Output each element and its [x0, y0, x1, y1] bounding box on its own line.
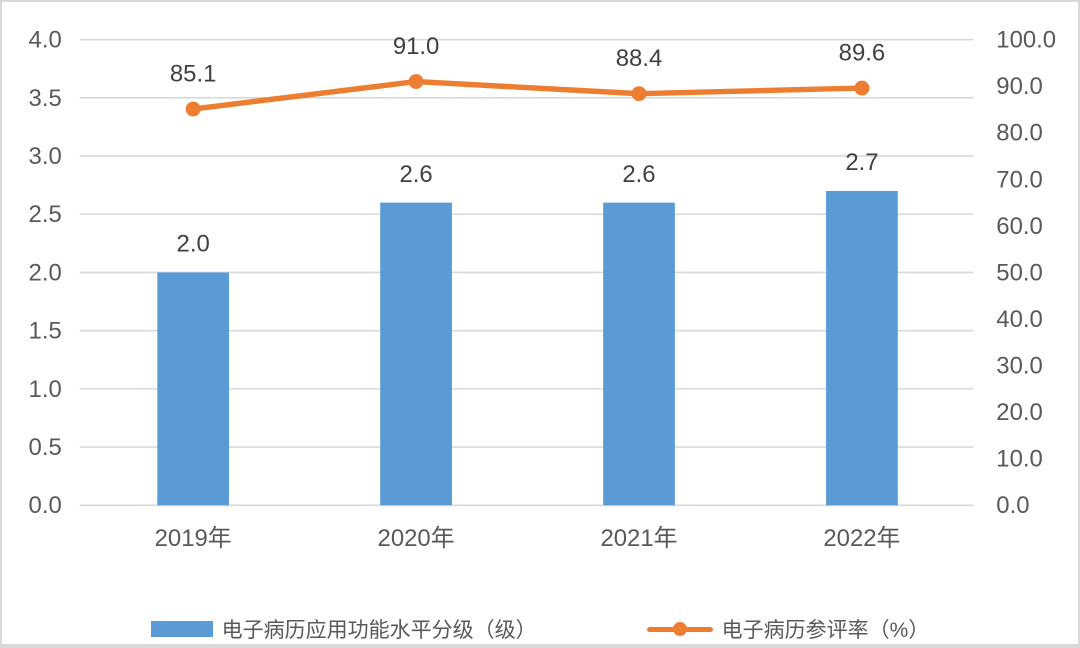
point-value-label: 91.0	[393, 33, 440, 60]
bar-value-label: 2.0	[177, 231, 210, 258]
left-axis-tick: 2.5	[29, 201, 62, 228]
right-axis-tick: 90.0	[996, 73, 1043, 100]
right-axis-tick: 70.0	[996, 166, 1043, 193]
legend-item-line-series: 电子病历参评率（%）	[646, 614, 930, 644]
left-axis-tick: 2.0	[29, 259, 62, 286]
left-axis-tick: 3.0	[29, 143, 62, 170]
left-axis-tick: 0.0	[29, 492, 62, 519]
right-axis-tick: 100.0	[996, 27, 1056, 54]
right-axis-tick: 50.0	[996, 259, 1043, 286]
right-axis-tick: 80.0	[996, 120, 1043, 147]
bar-value-label: 2.6	[622, 161, 655, 188]
bar	[157, 272, 230, 506]
x-axis-category-label: 2022年	[823, 525, 900, 552]
bar-value-label: 2.7	[845, 149, 878, 176]
data-point-marker	[185, 101, 201, 117]
bar-value-label: 2.6	[399, 161, 432, 188]
bar-series-swatch-icon	[150, 621, 213, 637]
right-axis-tick: 0.0	[996, 492, 1029, 519]
right-axis-tick: 30.0	[996, 353, 1043, 380]
chart-legend: 电子病历应用功能水平分级（级） 电子病历参评率（%）	[2, 614, 1078, 644]
x-axis-category-label: 2019年	[155, 525, 232, 552]
x-axis-category-label: 2020年	[378, 525, 455, 552]
bar	[603, 202, 675, 506]
line-swatch-marker	[672, 622, 687, 636]
point-value-label: 85.1	[170, 60, 217, 87]
point-value-label: 89.6	[839, 39, 886, 66]
right-axis-tick: 40.0	[996, 306, 1043, 333]
data-point-marker	[854, 80, 870, 96]
trend-line	[190, 78, 865, 112]
right-axis-tick: 60.0	[996, 213, 1043, 240]
left-axis-tick: 3.5	[29, 85, 62, 112]
bar	[380, 202, 452, 506]
legend-label-line-series: 电子病历参评率（%）	[721, 619, 930, 642]
point-value-label: 88.4	[616, 45, 663, 72]
left-axis-tick: 4.0	[29, 27, 62, 54]
left-axis-tick: 1.5	[29, 318, 62, 345]
line-series-swatch-icon	[646, 621, 713, 637]
left-axis-tick: 0.5	[29, 434, 62, 461]
legend-label-bar-series: 电子病历应用功能水平分级（级）	[221, 619, 537, 642]
data-point-marker	[631, 86, 647, 102]
legend-item-bar-series: 电子病历应用功能水平分级（级）	[150, 614, 537, 644]
right-axis-tick: 20.0	[996, 399, 1043, 426]
x-axis-category-label: 2021年	[600, 525, 677, 552]
bar	[826, 190, 898, 506]
right-axis-tick: 10.0	[996, 446, 1043, 473]
data-point-marker	[408, 74, 424, 89]
left-axis-tick: 1.0	[29, 376, 62, 403]
